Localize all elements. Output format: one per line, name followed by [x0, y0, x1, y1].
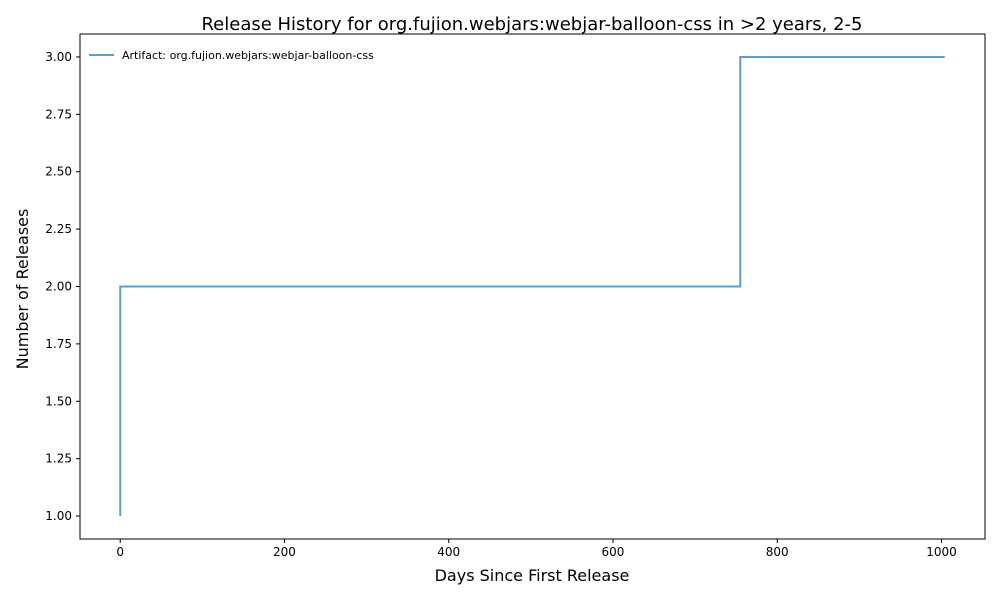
x-tick-label: 800 — [766, 545, 789, 559]
y-tick-label: 1.00 — [45, 509, 72, 523]
y-tick-label: 1.75 — [45, 337, 72, 351]
legend-label: Artifact: org.fujion.webjars:webjar-ball… — [122, 49, 374, 62]
y-tick-label: 2.50 — [45, 165, 72, 179]
y-tick-label: 3.00 — [45, 50, 72, 64]
series-layer — [119, 55, 945, 517]
y-axis-label: Number of Releases — [13, 209, 32, 370]
x-tick-label: 600 — [602, 545, 625, 559]
series-line — [119, 55, 945, 517]
y-tick-label: 2.75 — [45, 107, 72, 121]
x-axis-ticks: 0 200 400 600 800 1000 — [116, 539, 957, 559]
legend: Artifact: org.fujion.webjars:webjar-ball… — [89, 49, 374, 62]
plot-area: 0 200 400 600 800 1000 1.00 1.25 1.50 1.75 2.00 2.… — [45, 33, 986, 559]
y-tick-label: 2.25 — [45, 222, 72, 236]
x-tick-label: 400 — [437, 545, 460, 559]
y-tick-label: 1.50 — [45, 394, 72, 408]
chart-title: Release History for org.fujion.webjars:w… — [201, 14, 862, 35]
y-tick-label: 2.00 — [45, 280, 72, 294]
x-axis-label: Days Since First Release — [435, 566, 630, 585]
y-axis-ticks: 1.00 1.25 1.50 1.75 2.00 2.25 2.50 2.75 3.00 — [45, 50, 80, 523]
y-tick-label: 1.25 — [45, 452, 72, 466]
x-tick-label: 200 — [273, 545, 296, 559]
x-tick-label: 0 — [116, 545, 124, 559]
x-tick-label: 1000 — [926, 545, 957, 559]
